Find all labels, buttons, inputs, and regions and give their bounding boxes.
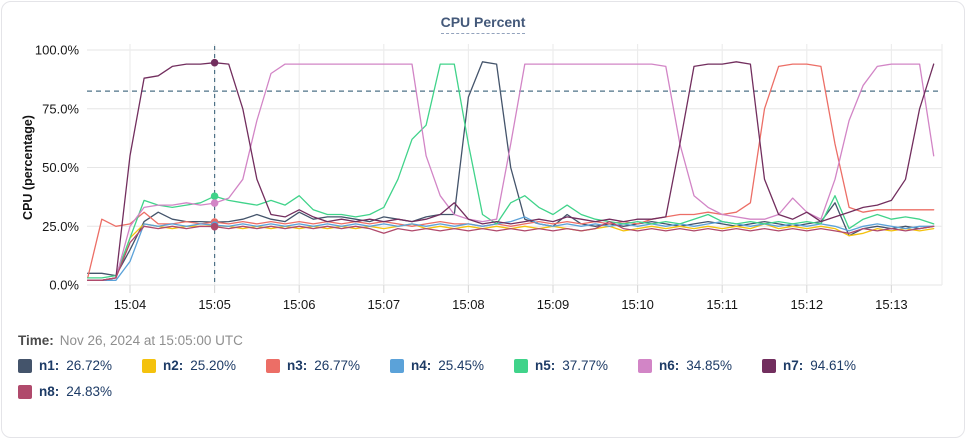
- y-axis-title: CPU (percentage): [21, 115, 35, 220]
- time-label: Time:: [18, 333, 54, 348]
- x-tick-label: 15:13: [875, 297, 908, 312]
- legend: n1: 26.72% n2: 25.20% n3: 26.77% n4: 25.45% n5: 3…: [18, 358, 964, 399]
- x-tick-label: 15:10: [621, 297, 654, 312]
- legend-swatch-n4: [390, 358, 404, 373]
- legend-label-n7: n7:: [783, 358, 804, 373]
- panel-header: CPU Percent: [2, 2, 964, 37]
- legend-item-n6[interactable]: n6: 34.85%: [638, 358, 762, 373]
- x-tick-label: 15:11: [706, 297, 738, 312]
- legend-item-n2[interactable]: n2: 25.20%: [142, 358, 266, 373]
- legend-label-n5: n5:: [535, 358, 556, 373]
- x-tick-label: 15:04: [114, 297, 147, 312]
- legend-value-n6: 34.85%: [686, 358, 733, 373]
- legend-value-n1: 26.72%: [66, 358, 113, 373]
- legend-item-n7[interactable]: n7: 94.61%: [762, 358, 886, 373]
- legend-label-n1: n1:: [39, 358, 60, 373]
- legend-swatch-n7: [762, 358, 776, 373]
- legend-row: n8: 24.83%: [18, 384, 964, 399]
- panel-title[interactable]: CPU Percent: [440, 14, 526, 34]
- legend-label-n2: n2:: [163, 358, 184, 373]
- legend-row: n1: 26.72% n2: 25.20% n3: 26.77% n4: 25.45% n5: 3…: [18, 358, 964, 373]
- y-tick-label: 75.0%: [42, 101, 79, 116]
- y-tick-label: 0.0%: [49, 278, 79, 293]
- y-tick-label: 25.0%: [42, 219, 79, 234]
- series-line-n7: [87, 61, 935, 281]
- crosshair-dot-n5: [210, 192, 219, 201]
- legend-item-n8[interactable]: n8: 24.83%: [18, 384, 142, 399]
- legend-item-n5[interactable]: n5: 37.77%: [514, 358, 638, 373]
- legend-value-n2: 25.20%: [190, 358, 237, 373]
- series-line-n3: [87, 63, 935, 279]
- time-value: Nov 26, 2024 at 15:05:00 UTC: [59, 333, 243, 348]
- cpu-percent-chart[interactable]: 0.0% 25.0% 50.0% 75.0% 100.0% 15:04 15:05 15:06…: [2, 37, 965, 319]
- x-tick-label: 15:07: [368, 297, 401, 312]
- legend-swatch-n6: [638, 358, 652, 373]
- x-tick-label: 15:12: [791, 297, 824, 312]
- series-line-n5: [87, 63, 935, 279]
- legend-swatch-n3: [266, 358, 280, 373]
- legend-item-n4[interactable]: n4: 25.45%: [390, 358, 514, 373]
- legend-swatch-n8: [18, 384, 32, 399]
- time-row: Time: Nov 26, 2024 at 15:05:00 UTC: [18, 333, 964, 348]
- crosshair-dot-n6: [210, 199, 219, 207]
- x-tick-label: 15:05: [198, 297, 231, 312]
- crosshair-dot-n8: [210, 222, 219, 231]
- x-tick-label: 15:08: [452, 297, 485, 312]
- legend-label-n6: n6:: [659, 358, 680, 373]
- crosshair-dot-n7: [210, 58, 219, 67]
- legend-label-n8: n8:: [39, 384, 60, 399]
- x-tick-label: 15:06: [283, 297, 316, 312]
- x-tick-label: 15:09: [537, 297, 570, 312]
- y-tick-label: 100.0%: [35, 43, 80, 58]
- legend-item-n3[interactable]: n3: 26.77%: [266, 358, 390, 373]
- legend-swatch-n2: [142, 358, 156, 373]
- legend-value-n8: 24.83%: [66, 384, 113, 399]
- legend-label-n3: n3:: [287, 358, 308, 373]
- legend-swatch-n1: [18, 358, 32, 373]
- series-line-n8: [87, 220, 935, 281]
- y-tick-label: 50.0%: [42, 160, 79, 175]
- legend-label-n4: n4:: [411, 358, 432, 373]
- legend-swatch-n5: [514, 358, 528, 373]
- legend-value-n5: 37.77%: [562, 358, 609, 373]
- legend-value-n3: 26.77%: [314, 358, 361, 373]
- legend-value-n7: 94.61%: [810, 358, 857, 373]
- series-line-n6: [87, 63, 935, 281]
- legend-item-n1[interactable]: n1: 26.72%: [18, 358, 142, 373]
- legend-value-n4: 25.45%: [438, 358, 485, 373]
